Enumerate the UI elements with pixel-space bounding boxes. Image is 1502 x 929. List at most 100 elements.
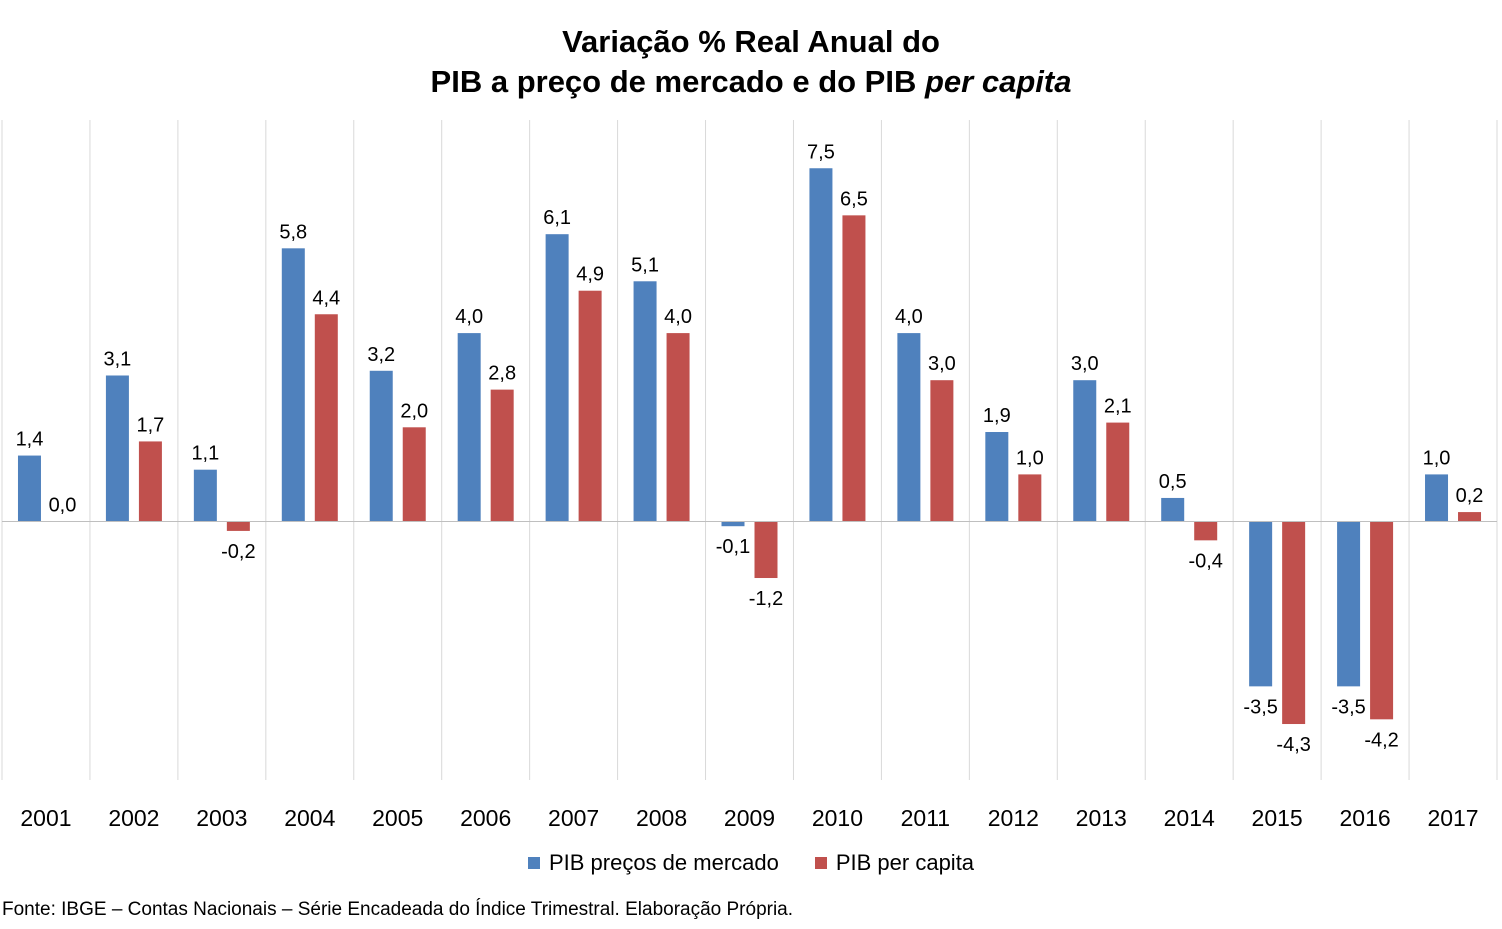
bar-pib-per-capita-2017 (1458, 512, 1482, 522)
grid-lines (1, 120, 1498, 780)
data-label: 2,8 (488, 363, 516, 385)
chart-title-line1: Variação % Real Anual do (562, 24, 940, 59)
chart-title-line2: PIB a preço de mercado e do PIB per capi… (0, 62, 1502, 102)
x-tick-label: 2012 (988, 805, 1039, 831)
x-tick-label: 2004 (284, 805, 335, 831)
data-label: -0,1 (716, 536, 750, 558)
bar-pib-mercado-2016 (1337, 521, 1361, 687)
x-tick-label: 2014 (1164, 805, 1215, 831)
bar-pib-mercado-2006 (457, 333, 481, 522)
data-label: -1,2 (749, 588, 783, 610)
x-tick-label: 2013 (1076, 805, 1127, 831)
data-label: -0,2 (221, 541, 255, 563)
legend-swatch-pib-per-capita (814, 857, 827, 869)
x-tick-label: 2002 (108, 805, 159, 831)
chart-title: Variação % Real Anual do PIB a preço de … (0, 22, 1502, 102)
bar-pib-mercado-2013 (1073, 380, 1097, 522)
bar-pib-per-capita-2008 (666, 333, 690, 522)
data-label: 3,1 (104, 348, 132, 370)
bar-pib-mercado-2001 (17, 455, 41, 522)
x-axis-ticks: 2001 2002 2003 2004 2005 2006 2007 2008 2009 2010… (20, 805, 1478, 831)
bar-pib-per-capita-2006 (490, 389, 514, 522)
data-label: 7,5 (807, 141, 835, 163)
bar-pib-per-capita-2007 (578, 290, 602, 522)
data-label: 1,4 (16, 429, 44, 451)
bar-pib-mercado-2008 (633, 281, 657, 522)
data-labels: 1,4 0,0 3,1 1,7 1,1 -0,2 5,8 4,4 3,2 2,0 4,0 2,8 6,1… (16, 141, 1484, 756)
data-label: 2,0 (400, 400, 428, 422)
bar-pib-mercado-2007 (545, 234, 569, 522)
data-label: 4,4 (312, 287, 340, 309)
x-tick-label: 2008 (636, 805, 687, 831)
data-label: 2,1 (1104, 396, 1132, 418)
data-label: -3,5 (1331, 696, 1365, 718)
bar-pib-per-capita-2003 (226, 521, 250, 531)
bar-pib-per-capita-2005 (402, 427, 426, 522)
bar-pib-mercado-2003 (193, 469, 217, 522)
legend-label-pib-per-capita: PIB per capita (835, 850, 975, 875)
data-label: 3,2 (367, 344, 395, 366)
x-tick-label: 2009 (724, 805, 775, 831)
x-tick-label: 2010 (812, 805, 863, 831)
data-label: 4,0 (895, 306, 923, 328)
legend-item-pib-mercado: PIB preços de mercado (527, 850, 779, 876)
data-label: -0,4 (1188, 550, 1222, 572)
bar-pib-per-capita-2012 (1018, 474, 1042, 522)
data-label: 4,0 (455, 306, 483, 328)
bar-pib-mercado-2017 (1425, 474, 1449, 522)
data-label: -4,3 (1276, 734, 1310, 756)
data-label: -4,2 (1364, 729, 1398, 751)
legend-item-pib-per-capita: PIB per capita (814, 850, 975, 876)
bar-pib-per-capita-2014 (1194, 521, 1218, 541)
bar-pib-per-capita-2011 (930, 380, 954, 522)
data-label: 0,2 (1456, 485, 1484, 507)
x-tick-label: 2001 (20, 805, 71, 831)
bar-pib-mercado-2009 (721, 521, 745, 527)
legend: PIB preços de mercado PIB per capita (0, 850, 1502, 876)
chart-title-line2-text: PIB a preço de mercado e do PIB (430, 64, 925, 99)
data-label: -3,5 (1243, 696, 1277, 718)
data-label: 1,1 (191, 443, 219, 465)
data-label: 1,9 (983, 405, 1011, 427)
bar-pib-mercado-2015 (1249, 521, 1273, 687)
bar-pib-mercado-2002 (105, 375, 129, 522)
x-tick-label: 2003 (196, 805, 247, 831)
data-label: 5,1 (631, 254, 659, 276)
bar-pib-per-capita-2010 (842, 215, 866, 522)
x-tick-label: 2006 (460, 805, 511, 831)
bar-pib-mercado-2004 (281, 248, 305, 522)
data-label: 6,5 (840, 188, 868, 210)
bar-pib-per-capita-2009 (754, 521, 778, 579)
data-label: 4,9 (576, 264, 604, 286)
data-label: 3,0 (928, 353, 956, 375)
data-label: 1,7 (137, 414, 165, 436)
data-label: 0,0 (49, 495, 77, 517)
bar-pib-mercado-2014 (1161, 497, 1185, 522)
x-tick-label: 2011 (901, 805, 950, 831)
data-label: 4,0 (664, 306, 692, 328)
legend-label-pib-mercado: PIB preços de mercado (548, 850, 779, 875)
data-label: 5,8 (279, 221, 307, 243)
data-label: 3,0 (1071, 353, 1099, 375)
x-tick-label: 2016 (1340, 805, 1391, 831)
legend-swatch-pib-mercado (527, 857, 540, 869)
x-tick-label: 2007 (548, 805, 599, 831)
bar-pib-mercado-2011 (897, 333, 921, 522)
bar-pib-per-capita-2013 (1106, 422, 1130, 522)
data-label: 1,0 (1423, 447, 1451, 469)
source-note: Fonte: IBGE – Contas Nacionais – Série E… (2, 899, 794, 920)
chart-title-line2-italic: per capita (924, 64, 1072, 99)
bar-pib-mercado-2010 (809, 168, 833, 522)
bar-pib-per-capita-2004 (314, 314, 338, 522)
x-tick-label: 2017 (1427, 805, 1478, 831)
bar-pib-per-capita-2002 (138, 441, 162, 522)
bar-pib-per-capita-2015 (1282, 521, 1306, 725)
data-label: 1,0 (1016, 447, 1044, 469)
bar-pib-mercado-2005 (369, 370, 393, 522)
data-label: 6,1 (543, 207, 571, 229)
x-tick-label: 2015 (1252, 805, 1303, 831)
bars (17, 168, 1482, 725)
bar-pib-mercado-2012 (985, 432, 1009, 522)
x-tick-label: 2005 (372, 805, 423, 831)
